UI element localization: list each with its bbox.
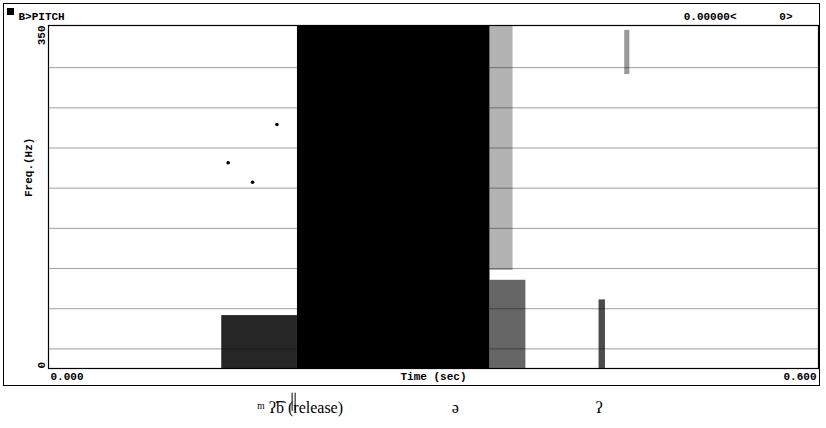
svg-text:ʔ: ʔ — [595, 399, 602, 416]
svg-text:0.600: 0.600 — [783, 371, 816, 383]
svg-text:0.00000<: 0.00000< — [684, 11, 737, 23]
svg-text:0: 0 — [36, 362, 48, 369]
svg-text:Freq.(Hz): Freq.(Hz) — [23, 138, 35, 197]
svg-text:0>: 0> — [779, 11, 793, 23]
svg-text:B>PITCH: B>PITCH — [19, 11, 65, 23]
svg-text:0.000: 0.000 — [51, 371, 84, 383]
svg-text:350: 350 — [36, 26, 48, 46]
svg-text:ᵐ ʔ͡b (release): ᵐ ʔ͡b (release) — [257, 399, 343, 417]
svg-text:Time (sec): Time (sec) — [400, 371, 466, 383]
svg-text:ə: ə — [452, 399, 459, 416]
